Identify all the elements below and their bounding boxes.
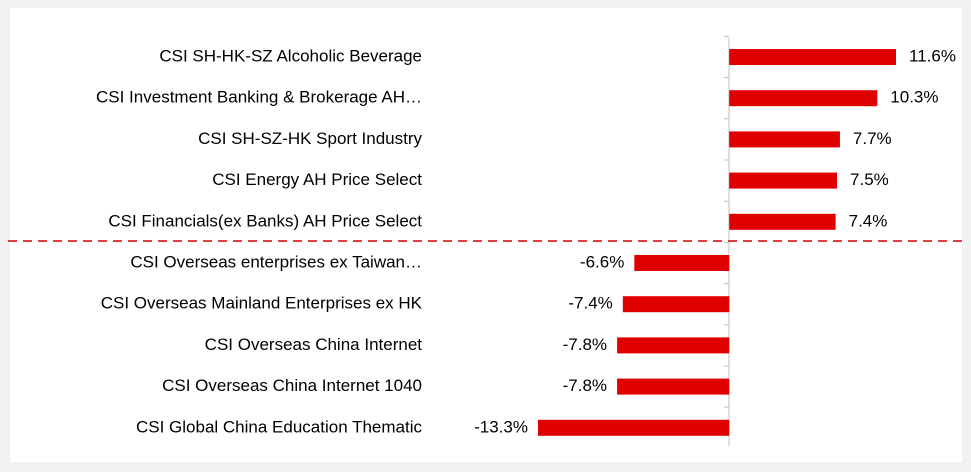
category-label: CSI Overseas enterprises ex Taiwan… [130, 252, 422, 271]
bar [538, 419, 730, 436]
value-label: -7.4% [568, 294, 612, 313]
bar [634, 255, 730, 271]
category-label: CSI Financials(ex Banks) AH Price Select [108, 211, 422, 230]
value-label: 7.4% [849, 211, 888, 230]
plot-background [10, 8, 962, 462]
bar [617, 337, 730, 354]
value-label: -6.6% [580, 252, 624, 271]
category-label: CSI Global China Education Thematic [136, 417, 423, 436]
value-label: 7.7% [853, 129, 892, 148]
category-label: CSI SH-HK-SZ Alcoholic Beverage [159, 46, 422, 65]
bar [729, 172, 838, 189]
category-label: CSI Energy AH Price Select [212, 170, 422, 189]
category-label: CSI Overseas China Internet 1040 [162, 376, 422, 395]
bar [729, 213, 836, 230]
value-label: 7.5% [850, 170, 889, 189]
value-label: 10.3% [890, 88, 938, 107]
bar [729, 49, 896, 65]
category-label: CSI Overseas Mainland Enterprises ex HK [101, 294, 423, 313]
category-label: CSI Investment Banking & Brokerage AH… [96, 88, 422, 107]
bar [729, 90, 878, 107]
value-label: -7.8% [563, 376, 607, 395]
bar [617, 378, 730, 395]
bar [622, 296, 730, 313]
bar [729, 131, 840, 148]
value-label: -7.8% [563, 335, 607, 354]
category-label: CSI SH-SZ-HK Sport Industry [198, 129, 422, 148]
category-label: CSI Overseas China Internet [205, 335, 423, 354]
value-label: 11.6% [909, 46, 956, 65]
value-label: -13.3% [474, 417, 528, 436]
